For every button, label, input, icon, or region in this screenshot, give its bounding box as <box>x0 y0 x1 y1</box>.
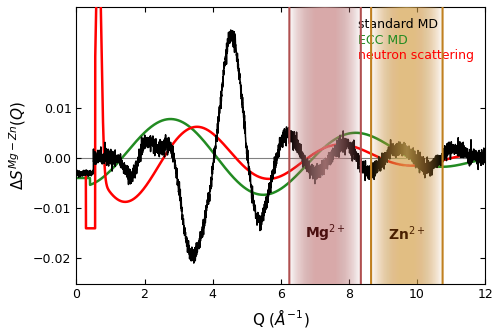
ECC MD <box>482 152 488 156</box>
ECC MD <box>248 170 254 174</box>
ECC MD <box>83 226 89 230</box>
Text: Mg$^{2+}$: Mg$^{2+}$ <box>304 222 346 244</box>
Y-axis label: $\Delta S^{Mg-Zn}(Q)$: $\Delta S^{Mg-Zn}(Q)$ <box>7 100 28 190</box>
neutron scattering <box>191 261 197 265</box>
standard MD <box>474 159 480 163</box>
Line: ECC MD: ECC MD <box>76 0 485 228</box>
X-axis label: Q ($\AA^{-1}$): Q ($\AA^{-1}$) <box>252 307 310 329</box>
standard MD <box>74 176 80 180</box>
neutron scattering <box>482 157 488 161</box>
neutron scattering <box>474 153 480 157</box>
standard MD <box>144 128 150 132</box>
Line: neutron scattering: neutron scattering <box>76 30 485 263</box>
standard MD <box>168 117 173 121</box>
neutron scattering <box>228 28 234 32</box>
standard MD <box>482 157 488 161</box>
Line: standard MD: standard MD <box>76 119 485 195</box>
neutron scattering <box>430 157 436 161</box>
ECC MD <box>144 181 150 185</box>
neutron scattering <box>120 163 126 167</box>
ECC MD <box>430 161 436 165</box>
standard MD <box>260 193 266 197</box>
standard MD <box>248 190 254 194</box>
neutron scattering <box>144 145 150 149</box>
standard MD <box>430 164 436 168</box>
neutron scattering <box>248 182 254 186</box>
ECC MD <box>230 153 236 157</box>
standard MD <box>230 175 236 179</box>
ECC MD <box>74 171 80 175</box>
neutron scattering <box>230 39 236 43</box>
ECC MD <box>120 200 126 204</box>
Legend: standard MD, ECC MD, neutron scattering: standard MD, ECC MD, neutron scattering <box>353 13 479 67</box>
Text: Zn$^{2+}$: Zn$^{2+}$ <box>388 224 426 243</box>
neutron scattering <box>74 174 80 178</box>
ECC MD <box>474 152 480 156</box>
standard MD <box>120 155 126 159</box>
